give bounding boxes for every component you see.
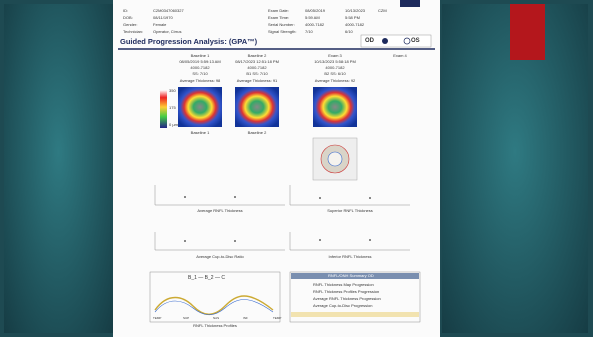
profile-axis: TEMP — [273, 316, 281, 321]
scale-label: 350 — [169, 88, 176, 93]
exam-info: 08/17/2023 12:51:18 PM — [235, 59, 279, 64]
field-label: Gender: — [123, 22, 137, 27]
exam-label: Baseline 2 — [248, 53, 267, 58]
chart-title: Average RNFL Thickness — [197, 208, 242, 213]
exam-label: Baseline 1 — [191, 53, 210, 58]
summary-item: RNFL Thickness Profiles Progression — [313, 289, 379, 294]
profile-axis: NAS — [213, 316, 219, 321]
exam-info: 10/13/2023 5:58:18 PM — [314, 59, 356, 64]
profile-axis: INF — [243, 316, 248, 321]
exam-label: Exam 3 — [328, 53, 342, 58]
field-value: 10/13/2023 — [345, 8, 365, 13]
exam-info: 4000-7182 — [247, 65, 266, 70]
field-label: Technician: — [123, 29, 143, 34]
field-value: 5:59 AM — [305, 15, 320, 20]
field-label: DOB: — [123, 15, 133, 20]
field-value: 4000-7182 — [305, 22, 324, 27]
map-caption: Baseline 2 — [248, 130, 267, 135]
field-label: Exam Time: — [268, 15, 289, 20]
exam-info: 4000-7182 — [325, 65, 344, 70]
field-value: 08/11/1970 — [153, 15, 173, 20]
doc-graphics — [113, 0, 440, 337]
exam-label: Exam 4 — [393, 53, 407, 58]
exam-info: B2 SS: 6/10 — [324, 71, 345, 76]
red-accent — [510, 4, 545, 60]
exam-info: 08/05/2019 5:59:13 AM — [179, 59, 220, 64]
field-value: 5:58 PM — [345, 15, 360, 20]
exam-info: 4000-7182 — [190, 65, 209, 70]
left-panel — [4, 4, 113, 333]
field-value: Operator, Cirrus — [153, 29, 181, 34]
profile-axis: TEMP — [153, 316, 161, 321]
summary-item: Average RNFL Thickness Progression — [313, 296, 381, 301]
field-label: Exam Date: — [268, 8, 289, 13]
profile-axis: SUP — [183, 316, 189, 321]
field-value: Female — [153, 22, 166, 27]
chart-title: Inferior RNFL Thickness — [329, 254, 372, 259]
field-value: 7/10 — [305, 29, 313, 34]
average-thickness: Average Thickness: 92 — [315, 78, 356, 83]
report-title: Guided Progression Analysis: (GPA™) — [120, 37, 257, 46]
eye-os: OS — [411, 38, 420, 45]
profile-legend: B_1 — B_2 — C — [188, 276, 225, 281]
chart-title: Superior RNFL Thickness — [327, 208, 373, 213]
average-thickness: Average Thickness: 98 — [180, 78, 221, 83]
field-value: 6/10 — [345, 29, 353, 34]
exam-info: SS: 7/10 — [192, 71, 207, 76]
slide: ID: C2M0347060327 DOB: 08/11/1970 Gender: Fem… — [0, 0, 593, 337]
eye-od: OD — [365, 38, 374, 45]
field-label: Serial Number: — [268, 22, 295, 27]
summary-item: RNFL Thickness Map Progression — [313, 282, 374, 287]
summary-item: Average Cup-to-Disc Progression — [313, 303, 373, 308]
scale-label: 175 — [169, 105, 176, 110]
field-value: C2M0347060327 — [153, 8, 184, 13]
document: ID: C2M0347060327 DOB: 08/11/1970 Gender: Fem… — [113, 0, 440, 337]
profile-title: RNFL Thickness Profiles — [193, 323, 237, 328]
scale-label: 0 µm — [169, 122, 178, 127]
field-label: Signal Strength: — [268, 29, 296, 34]
exam-info: B1 SS: 7/10 — [246, 71, 267, 76]
average-thickness: Average Thickness: 91 — [237, 78, 278, 83]
field-label: ID: — [123, 8, 128, 13]
summary-title: RNFL/ONH Summary OD — [328, 273, 374, 278]
field-value: 4000-7182 — [345, 22, 364, 27]
logo: CZM — [378, 8, 387, 13]
field-value: 08/05/2019 — [305, 8, 325, 13]
map-caption: Baseline 1 — [191, 130, 210, 135]
chart-title: Average Cup-to-Disc Ratio — [196, 254, 244, 259]
